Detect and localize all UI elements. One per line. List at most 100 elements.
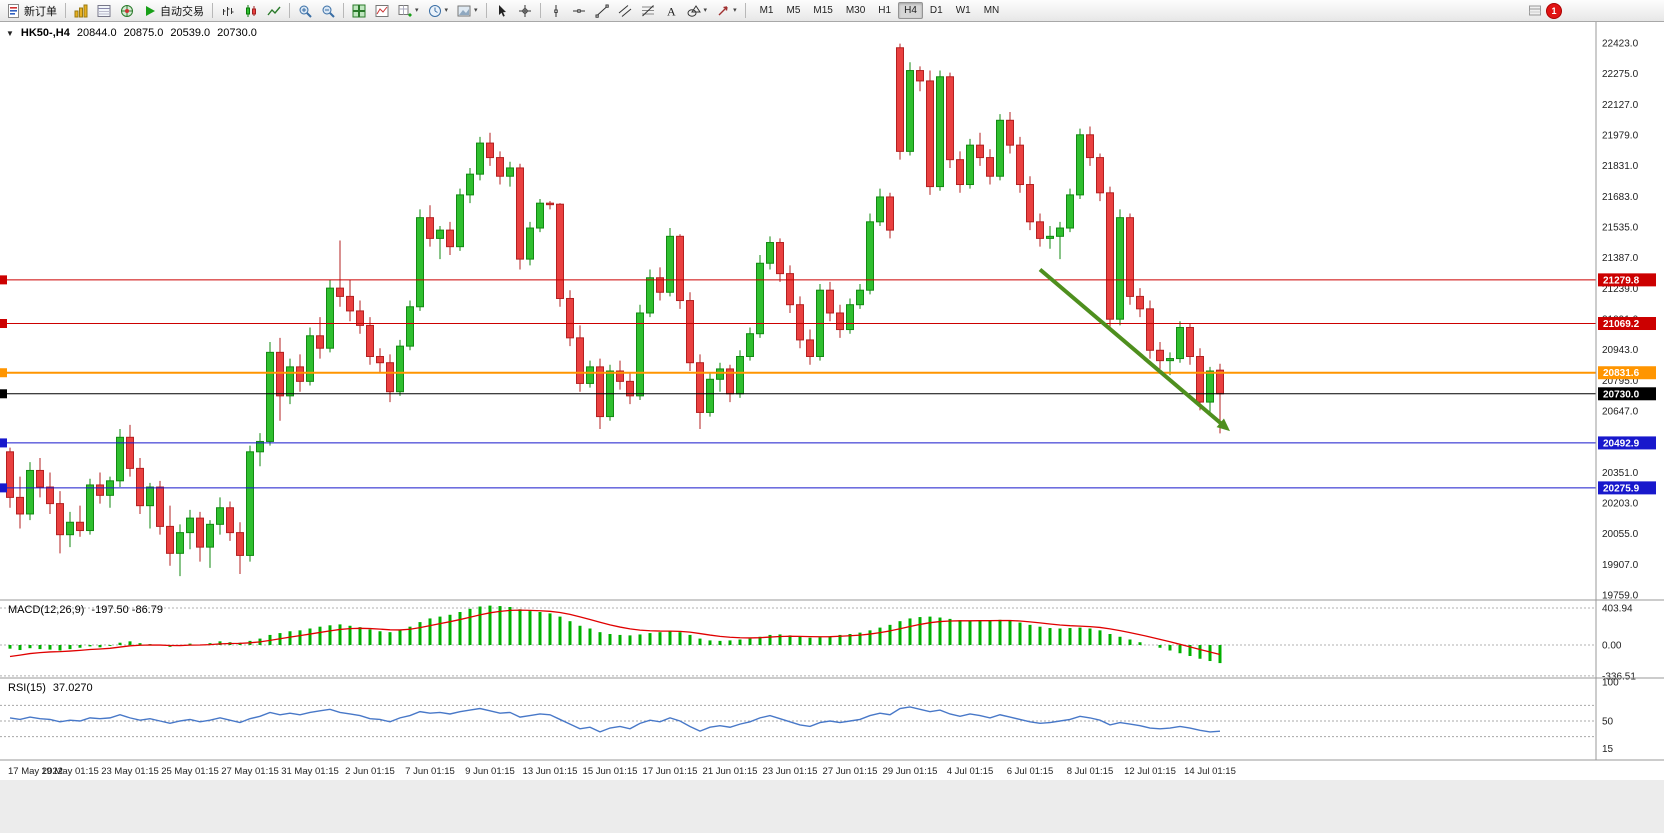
candle-body xyxy=(486,142,494,159)
horizontal-line-tool-button[interactable] xyxy=(568,0,590,22)
price-tag-label: 20492.9 xyxy=(1603,438,1640,449)
price-tag-label: 21279.8 xyxy=(1603,275,1640,286)
candle-body xyxy=(1196,355,1204,403)
candle-body xyxy=(466,173,474,196)
toolbar-separator xyxy=(343,3,344,18)
candle-body xyxy=(866,221,874,291)
chart-canvas[interactable]: 22423.0 22275.0 22127.0 21979.0 21831.0 21683… xyxy=(0,22,1664,833)
candle-body xyxy=(1006,119,1014,146)
crosshair-tool-button[interactable] xyxy=(514,0,536,22)
cursor-tool-button[interactable] xyxy=(491,0,513,22)
notification-badge[interactable]: 1 xyxy=(1546,3,1562,19)
bar-chart-icon xyxy=(223,6,234,16)
candle-body xyxy=(856,289,864,306)
timeframe-button-mn[interactable]: MN xyxy=(983,5,1000,16)
chart-collapse-icon[interactable]: ▼ xyxy=(6,28,14,38)
candle-body xyxy=(226,507,234,534)
price-level-left-mark xyxy=(0,483,7,493)
arrows-tool-button[interactable]: ▾ xyxy=(712,0,741,22)
candle-body xyxy=(886,196,894,231)
period-button[interactable]: ▾ xyxy=(424,0,453,22)
candle-body xyxy=(696,362,704,413)
rsi-axis-label: 50 xyxy=(1602,717,1614,728)
candle-body xyxy=(26,469,34,515)
chart-window: ▼ HK50-,H4 20844.0 20875.0 20539.0 20730… xyxy=(0,22,1664,833)
navigator-button[interactable] xyxy=(116,0,138,22)
timeframe-button-h1[interactable]: H1 xyxy=(878,5,892,16)
fibonacci-tool-button[interactable] xyxy=(637,0,659,22)
vertical-line-tool-button[interactable] xyxy=(545,0,567,22)
price-axis-label: 22127.0 xyxy=(1602,100,1639,111)
date-axis-label: 9 Jun 01:15 xyxy=(465,766,515,777)
price-tag-label: 21069.2 xyxy=(1603,319,1640,330)
date-axis-label: 29 Jun 01:15 xyxy=(883,766,938,777)
price-level-left-mark xyxy=(0,319,7,329)
price-tag-label: 20831.6 xyxy=(1603,368,1640,379)
indicator-window-button[interactable] xyxy=(371,0,393,22)
zoom-out-button[interactable] xyxy=(317,0,339,22)
price-tag xyxy=(1598,317,1656,331)
zoom-in-button[interactable] xyxy=(294,0,316,22)
shapes-tool-button[interactable]: ▾ xyxy=(683,0,712,22)
new-order-button[interactable]: 新订单 xyxy=(3,0,61,22)
candle-body xyxy=(1126,217,1134,297)
candle-body xyxy=(446,229,454,248)
date-axis-label: 23 May 01:15 xyxy=(101,766,159,777)
candle-body xyxy=(166,525,174,554)
candle-body xyxy=(966,144,974,186)
channel-tool-button[interactable] xyxy=(614,0,636,22)
candle-body xyxy=(206,523,214,548)
candle-body xyxy=(686,300,694,364)
timeframe-button-h4[interactable]: H4 xyxy=(898,2,923,19)
candle-body xyxy=(216,507,224,525)
price-axis-label: 21387.0 xyxy=(1602,253,1639,264)
text-tool-button[interactable]: A xyxy=(660,0,682,22)
candle-body xyxy=(1056,227,1064,237)
candle-body xyxy=(96,484,104,496)
timeframe-button-m1[interactable]: M1 xyxy=(759,5,774,16)
window-bottom-area xyxy=(0,780,1664,833)
date-axis-label: 25 May 01:15 xyxy=(161,766,219,777)
timeframe-button-m30[interactable]: M30 xyxy=(845,5,866,16)
trend-arrow[interactable] xyxy=(1038,267,1226,428)
notification-icon[interactable] xyxy=(1528,4,1542,18)
price-tag xyxy=(1598,273,1656,287)
timeframe-button-w1[interactable]: W1 xyxy=(955,5,971,16)
timeframe-button-d1[interactable]: D1 xyxy=(929,5,943,16)
candlestick-chart-button[interactable] xyxy=(240,0,262,22)
crosshair-icon xyxy=(518,4,531,17)
candle-body xyxy=(356,310,364,326)
candle-body xyxy=(436,229,444,239)
add-indicator-button[interactable]: ▾ xyxy=(394,0,423,22)
macd-signal-line xyxy=(9,609,1221,658)
navigator-icon xyxy=(121,4,133,17)
auto-trading-button[interactable]: 自动交易 xyxy=(139,0,208,22)
market-watch-button[interactable] xyxy=(70,0,92,22)
chart-template-button[interactable]: ▾ xyxy=(453,0,482,22)
price-axis-label: 21831.0 xyxy=(1602,161,1639,172)
toolbar-separator xyxy=(289,3,290,18)
candle-body xyxy=(336,287,344,297)
candle-body xyxy=(1086,134,1094,159)
new-order-icon xyxy=(8,3,19,18)
timeframe-button-m15[interactable]: M15 xyxy=(813,5,833,16)
candle-body xyxy=(836,312,844,331)
candle-body xyxy=(316,335,324,349)
date-axis-label: 23 Jun 01:15 xyxy=(763,766,818,777)
candle-body xyxy=(16,496,24,515)
date-axis-label: 2 Jun 01:15 xyxy=(345,766,395,777)
price-axis-label: 20055.0 xyxy=(1602,529,1639,540)
trendline-tool-button[interactable] xyxy=(591,0,613,22)
candle-body xyxy=(826,289,834,314)
date-axis-label: 8 Jul 01:15 xyxy=(1067,766,1113,777)
data-window-button[interactable] xyxy=(93,0,115,22)
date-axis-label: 31 May 01:15 xyxy=(281,766,339,777)
bar-chart-button[interactable] xyxy=(217,0,239,22)
chart-high-value: 20875.0 xyxy=(123,27,164,39)
candle-body xyxy=(1206,370,1214,403)
candle-body xyxy=(576,337,584,384)
tile-windows-button[interactable] xyxy=(348,0,370,22)
timeframe-button-m5[interactable]: M5 xyxy=(786,5,801,16)
line-chart-button[interactable] xyxy=(263,0,285,22)
